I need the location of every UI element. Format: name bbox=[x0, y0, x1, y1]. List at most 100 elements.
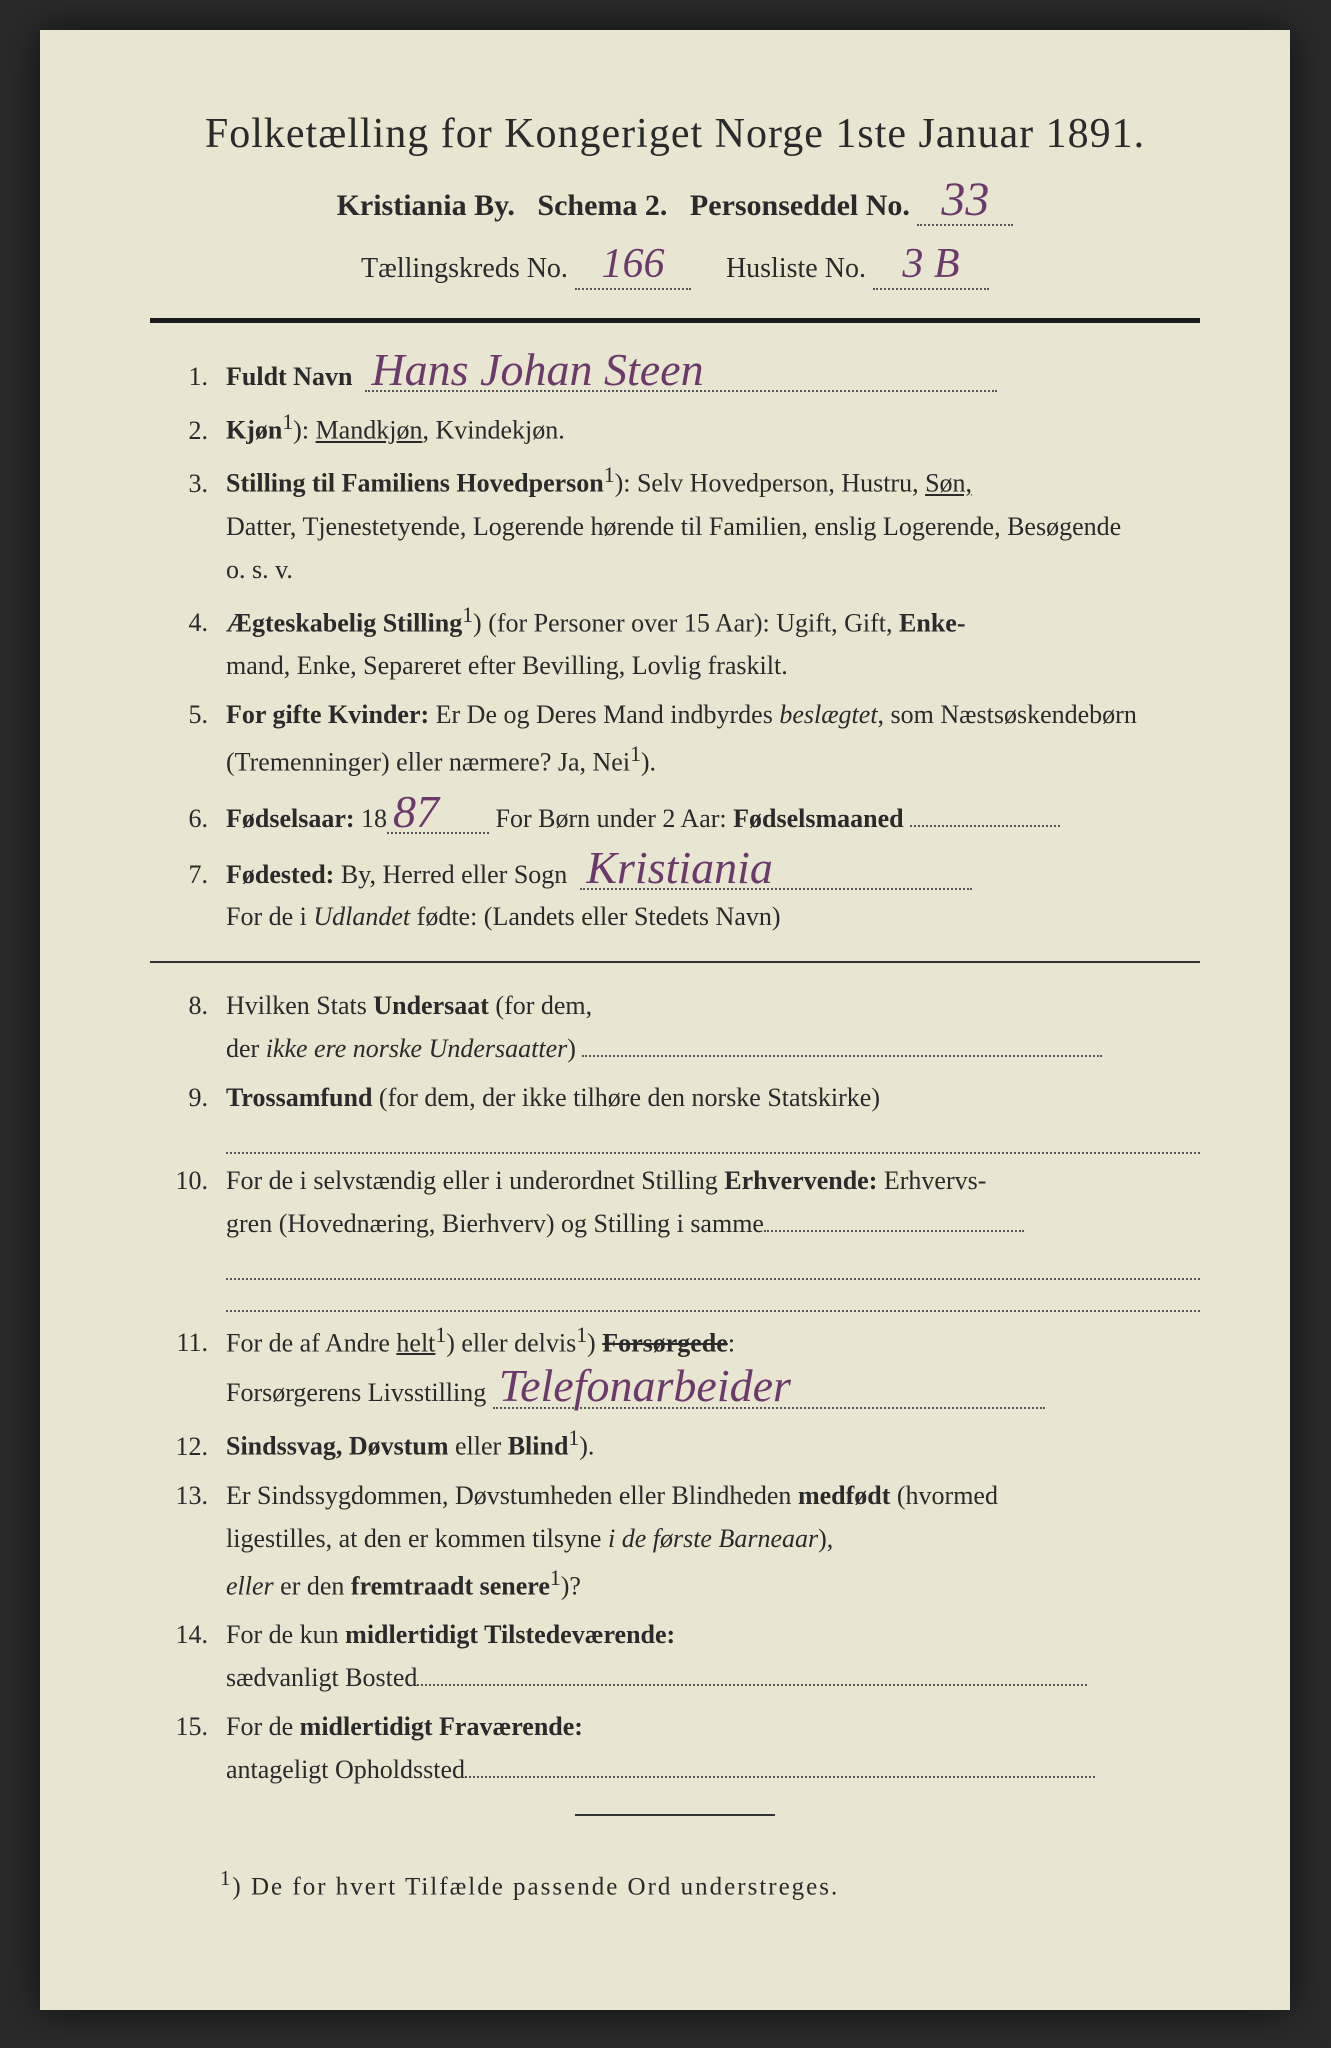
field-num: 15. bbox=[150, 1706, 226, 1749]
bosted-line bbox=[417, 1684, 1087, 1686]
label: Trossamfund bbox=[226, 1083, 372, 1112]
field-content: For de af Andre helt1) eller delvis1) Fo… bbox=[226, 1318, 1200, 1415]
text: ): bbox=[293, 416, 315, 445]
text: For de bbox=[226, 1712, 300, 1741]
strike: Forsørgede bbox=[602, 1328, 728, 1357]
forsorger-value: Telefonarbeider bbox=[493, 1365, 1045, 1408]
text: Er De og Deres Mand indbyrdes bbox=[429, 700, 779, 729]
label: Undersaat bbox=[373, 991, 489, 1020]
em: eller bbox=[226, 1571, 274, 1600]
text: ) De for hvert Tilfælde passende Ord und… bbox=[232, 1873, 839, 1900]
husliste-label: Husliste No. bbox=[726, 253, 866, 284]
text: gren (Hovednæring, Bierhverv) og Stillin… bbox=[226, 1209, 764, 1238]
field-num: 3. bbox=[150, 463, 226, 506]
field-content: For de kun midlertidigt Tilstedeværende:… bbox=[226, 1614, 1200, 1700]
field-13: 13. Er Sindssygdommen, Døvstumheden elle… bbox=[150, 1475, 1200, 1608]
field-6: 6. Fødselsaar: 1887 For Børn under 2 Aar… bbox=[150, 791, 1200, 841]
header-rule bbox=[150, 318, 1200, 323]
text: (for dem, bbox=[489, 991, 592, 1020]
text: sædvanligt Bosted bbox=[226, 1663, 417, 1692]
text: mand, Enke, Separeret efter Bevilling, L… bbox=[226, 651, 788, 680]
title-main: Folketælling for Kongeriget Norge 1ste J… bbox=[150, 110, 1200, 158]
sup: 1 bbox=[604, 463, 615, 487]
field-num: 11. bbox=[150, 1322, 226, 1365]
field-content: Trossamfund (for dem, der ikke tilhøre d… bbox=[226, 1077, 1200, 1120]
field-num: 12. bbox=[150, 1426, 226, 1469]
field-12: 12. Sindssvag, Døvstum eller Blind1). bbox=[150, 1421, 1200, 1469]
label: Blind bbox=[508, 1432, 569, 1461]
label: Ægteskabelig Stilling bbox=[226, 608, 462, 637]
text: Datter, Tjenestetyende, Logerende hørend… bbox=[226, 512, 1121, 541]
label: Erhvervende: bbox=[724, 1166, 877, 1195]
text: ) bbox=[587, 1328, 602, 1357]
text: ). bbox=[579, 1432, 594, 1461]
em: i de første Barneaar bbox=[608, 1524, 818, 1553]
text: ) bbox=[567, 1034, 576, 1063]
text: eller bbox=[449, 1432, 508, 1461]
undersaat-value bbox=[582, 1055, 1102, 1057]
sup: 1 bbox=[220, 1866, 232, 1890]
separator-1 bbox=[150, 961, 1200, 963]
label: Fødested: bbox=[226, 860, 334, 889]
text: ) eller delvis bbox=[446, 1328, 576, 1357]
b: fremtraadt senere bbox=[351, 1571, 550, 1600]
trossamfund-line bbox=[226, 1126, 1200, 1154]
field-content: Ægteskabelig Stilling1) (for Personer ov… bbox=[226, 598, 1200, 688]
opt-son: Søn, bbox=[925, 469, 972, 498]
sup: 1 bbox=[462, 603, 473, 627]
em: Udlandet bbox=[313, 902, 410, 931]
text: For de af Andre bbox=[226, 1328, 396, 1357]
kreds-no: 166 bbox=[575, 240, 691, 290]
text: ). bbox=[641, 748, 656, 777]
erhverv-line-3 bbox=[226, 1284, 1200, 1312]
text: ), bbox=[818, 1524, 833, 1553]
opt-kvindekjon: , Kvindekjøn. bbox=[422, 416, 564, 445]
field-5: 5. For gifte Kvinder: Er De og Deres Man… bbox=[150, 694, 1200, 784]
sup: 1 bbox=[435, 1323, 446, 1347]
field-num: 10. bbox=[150, 1160, 226, 1203]
sup: 1 bbox=[282, 410, 293, 434]
field-num: 5. bbox=[150, 694, 226, 737]
field-content: Hvilken Stats Undersaat (for dem, der ik… bbox=[226, 985, 1200, 1071]
sup: 1 bbox=[576, 1323, 587, 1347]
opt-enke: Enke- bbox=[899, 608, 965, 637]
husliste-no: 3 B bbox=[873, 240, 989, 290]
sup: 1 bbox=[630, 742, 641, 766]
title-subline-2: Tællingskreds No. 166 Husliste No. 3 B bbox=[150, 240, 1200, 290]
field-3: 3. Stilling til Familiens Hovedperson1):… bbox=[150, 458, 1200, 591]
footnote: 1) De for hvert Tilfælde passende Ord un… bbox=[150, 1866, 1200, 1901]
field-num: 8. bbox=[150, 985, 226, 1028]
text: der bbox=[226, 1034, 266, 1063]
personseddel-no: 33 bbox=[917, 176, 1013, 226]
em: ikke ere norske Undersaatter bbox=[266, 1034, 568, 1063]
text: Er Sindssygdommen, Døvstumheden eller Bl… bbox=[226, 1481, 798, 1510]
b: midlertidigt Tilstedeværende: bbox=[345, 1620, 675, 1649]
b: medfødt bbox=[798, 1481, 890, 1510]
field-content: Er Sindssygdommen, Døvstumheden eller Bl… bbox=[226, 1475, 1200, 1608]
footnote-rule bbox=[575, 1814, 775, 1816]
field-4: 4. Ægteskabelig Stilling1) (for Personer… bbox=[150, 598, 1200, 688]
text: : bbox=[728, 1328, 735, 1357]
field-content: For de i selvstændig eller i underordnet… bbox=[226, 1160, 1200, 1246]
text: antageligt Opholdssted bbox=[226, 1755, 465, 1784]
field-15: 15. For de midlertidigt Fraværende: anta… bbox=[150, 1706, 1200, 1792]
text: For de kun bbox=[226, 1620, 345, 1649]
personseddel-label: Personseddel No. bbox=[690, 189, 910, 222]
field-num: 14. bbox=[150, 1614, 226, 1657]
field-2: 2. Kjøn1): Mandkjøn, Kvindekjøn. bbox=[150, 405, 1200, 453]
field-num: 13. bbox=[150, 1475, 226, 1518]
opholdssted-line bbox=[465, 1776, 1095, 1778]
full-name-value: Hans Johan Steen bbox=[365, 349, 997, 392]
field-8: 8. Hvilken Stats Undersaat (for dem, der… bbox=[150, 985, 1200, 1071]
text: (hvormed bbox=[890, 1481, 998, 1510]
text: By, Herred eller Sogn bbox=[334, 860, 567, 889]
text: For de i bbox=[226, 902, 313, 931]
birthplace: Kristiania bbox=[580, 847, 972, 890]
text: fødte: (Landets eller Stedets Navn) bbox=[410, 902, 780, 931]
schema: Schema 2. bbox=[537, 189, 667, 222]
field-content: Kjøn1): Mandkjøn, Kvindekjøn. bbox=[226, 405, 1200, 453]
field-content: Fuldt Navn Hans Johan Steen bbox=[226, 349, 1200, 399]
birth-year: 87 bbox=[387, 791, 489, 834]
field-11: 11. For de af Andre helt1) eller delvis1… bbox=[150, 1318, 1200, 1415]
text: Forsørgerens Livsstilling bbox=[226, 1378, 493, 1407]
